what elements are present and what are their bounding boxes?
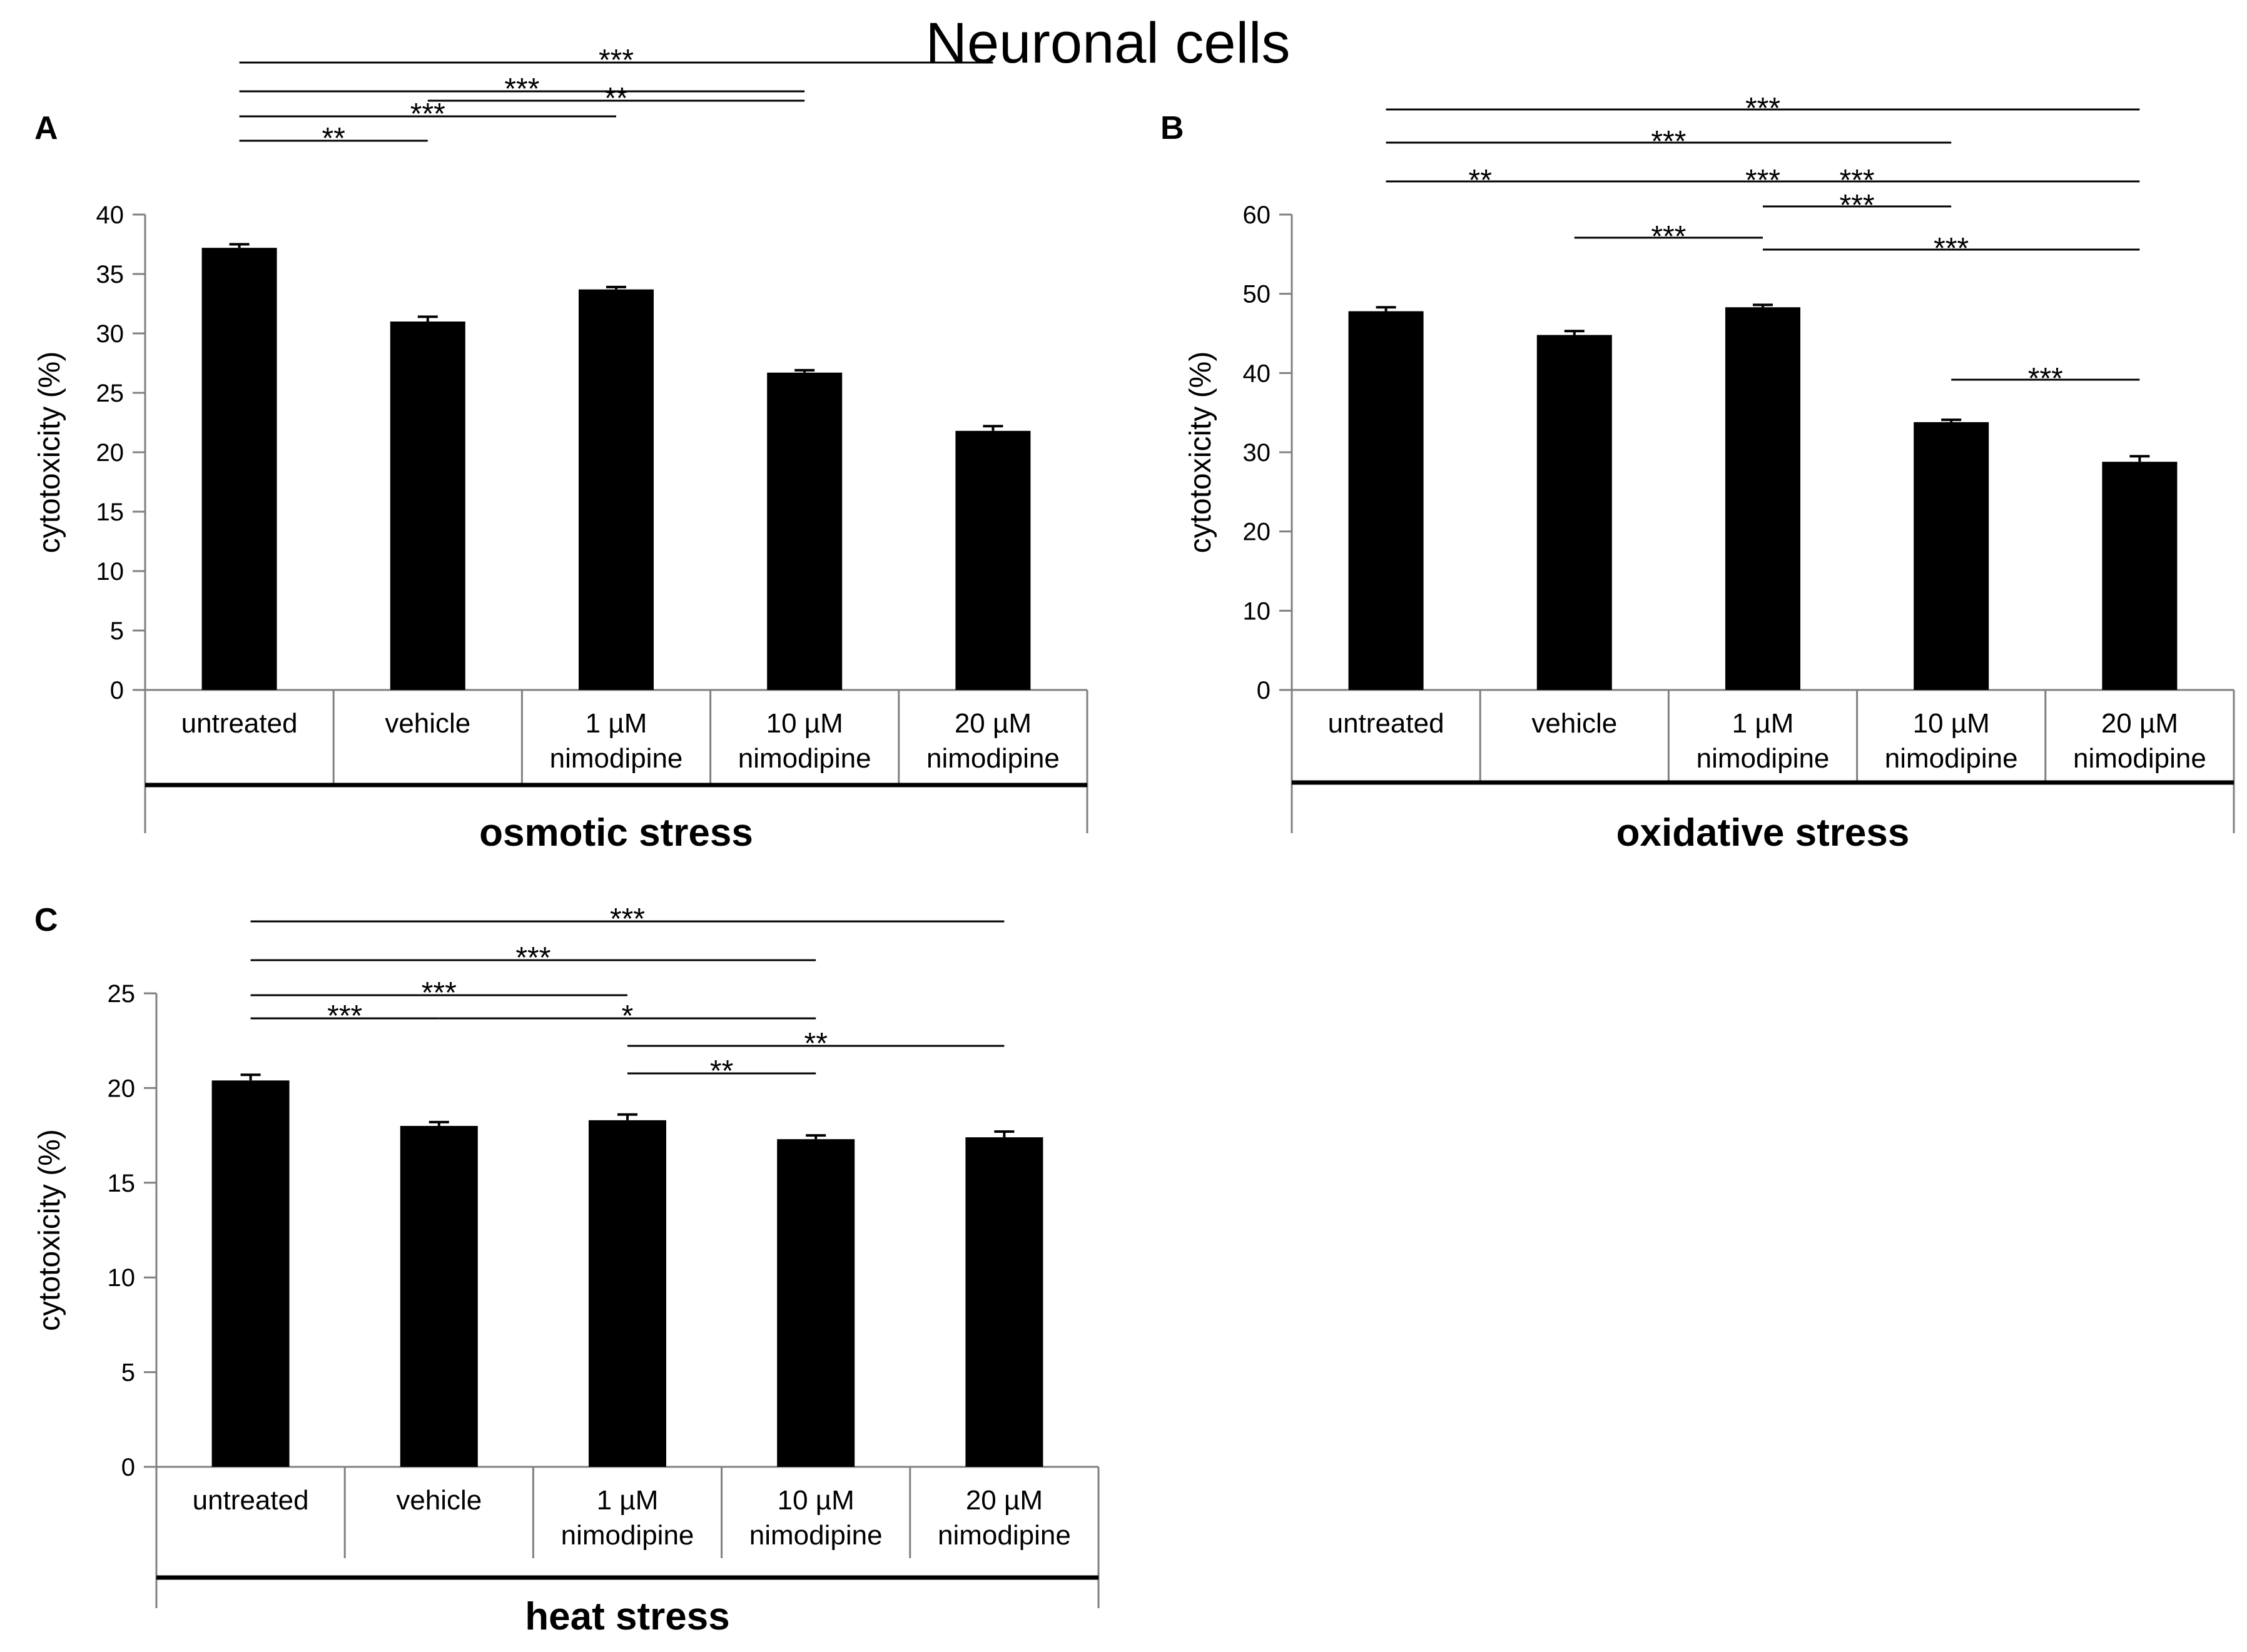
bar [201, 248, 277, 690]
category-label: 10 µM [778, 1485, 855, 1516]
bar [2102, 462, 2178, 690]
significance-label: *** [599, 44, 634, 77]
category-label: untreated [193, 1485, 309, 1516]
bar [400, 1125, 478, 1467]
bar [211, 1080, 290, 1467]
y-axis-title: cytotoxicity (%) [33, 1129, 66, 1331]
y-tick-label: 10 [1243, 597, 1271, 625]
category-label: 20 µM [955, 708, 1032, 739]
bar [1348, 311, 1424, 690]
category-label: vehicle [396, 1485, 482, 1516]
bar [1536, 335, 1612, 690]
category-label: vehicle [385, 708, 470, 739]
category-label: nimodipine [938, 1520, 1071, 1551]
group-label: osmotic stress [479, 811, 753, 854]
y-tick-label: 25 [96, 380, 124, 407]
significance-label: ** [604, 82, 627, 115]
y-tick-label: 60 [1243, 201, 1271, 229]
category-label: 10 µM [766, 708, 843, 739]
significance-label: *** [1840, 164, 1875, 197]
y-tick-label: 0 [110, 677, 124, 704]
y-axis-title: cytotoxicity (%) [33, 352, 66, 554]
bar [965, 1137, 1043, 1467]
category-label: nimodipine [1697, 743, 1830, 774]
panel-b-oxidative-stress: B 0 10 20 30 40 50 60 cytotoxicity (%) oxidative … [1160, 92, 2235, 854]
bar [1725, 307, 1800, 690]
bar [579, 289, 654, 690]
significance-label: ** [1469, 164, 1492, 197]
y-tick-label: 30 [1243, 439, 1271, 467]
category-label: untreated [181, 708, 298, 739]
y-tick-label: 20 [96, 439, 124, 467]
category-label: 20 µM [966, 1485, 1043, 1516]
y-tick-label: 0 [121, 1454, 135, 1481]
significance-label: *** [1651, 220, 1686, 253]
figure-title: Neuronal cells [926, 11, 1291, 75]
significance-label: *** [515, 941, 550, 975]
y-tick-label: 0 [1257, 677, 1271, 704]
bar [777, 1139, 855, 1467]
significance-label: *** [610, 903, 645, 936]
bar [955, 430, 1031, 690]
y-tick-label: 10 [108, 1264, 136, 1292]
category-label: 1 µM [597, 1485, 659, 1516]
significance-label: *** [1745, 92, 1780, 125]
group-label: heat stress [525, 1595, 729, 1638]
y-axis-title: cytotoxicity (%) [1184, 352, 1217, 554]
significance-label: *** [2028, 362, 2063, 395]
significance-label: *** [1651, 125, 1686, 158]
significance-label: *** [327, 1000, 362, 1033]
y-tick-label: 15 [108, 1170, 136, 1197]
category-label: vehicle [1531, 708, 1617, 739]
y-tick-label: 40 [96, 201, 124, 229]
significance-label: ** [804, 1027, 828, 1060]
category-label: nimodipine [1885, 743, 2018, 774]
panel-letter: B [1160, 110, 1184, 146]
y-tick-label: 15 [96, 499, 124, 526]
y-tick-label: 50 [1243, 281, 1271, 308]
category-label: 10 µM [1913, 708, 1990, 739]
significance-label: ** [710, 1055, 733, 1088]
y-tick-label: 35 [96, 261, 124, 288]
category-label: nimodipine [561, 1520, 694, 1551]
category-label: nimodipine [550, 743, 683, 774]
bar [767, 372, 843, 690]
panel-letter: A [34, 110, 58, 146]
y-tick-label: 20 [108, 1075, 136, 1102]
significance-label: ** [322, 122, 345, 155]
category-label: 1 µM [586, 708, 647, 739]
y-tick-label: 5 [121, 1359, 135, 1387]
bar [1914, 422, 1989, 690]
y-tick-label: 40 [1243, 360, 1271, 387]
y-tick-label: 5 [110, 617, 124, 645]
y-tick-label: 10 [96, 558, 124, 585]
category-label: nimodipine [926, 743, 1060, 774]
panel-a-osmotic-stress: A 0 5 10 15 20 25 30 35 40 cytotoxicity (%) osmotic… [33, 44, 1088, 854]
significance-label: *** [1934, 232, 1969, 265]
panel-letter: C [34, 902, 58, 938]
significance-label: *** [410, 98, 445, 131]
category-label: 20 µM [2101, 708, 2178, 739]
bar [589, 1120, 666, 1467]
category-label: nimodipine [749, 1520, 883, 1551]
category-label: 1 µM [1732, 708, 1794, 739]
significance-label: *** [422, 976, 457, 1010]
y-tick-label: 30 [96, 320, 124, 348]
y-tick-label: 25 [108, 980, 136, 1008]
panel-c-heat-stress: C 0 5 10 15 20 25 cytotoxicity (%) heat stress un… [33, 902, 1100, 1638]
category-label: nimodipine [2073, 743, 2206, 774]
y-tick-label: 20 [1243, 519, 1271, 546]
significance-label: *** [1840, 189, 1875, 222]
bar [390, 322, 465, 690]
group-label: oxidative stress [1616, 811, 1910, 854]
category-label: untreated [1328, 708, 1444, 739]
category-label: nimodipine [738, 743, 871, 774]
significance-label: * [622, 1000, 634, 1033]
